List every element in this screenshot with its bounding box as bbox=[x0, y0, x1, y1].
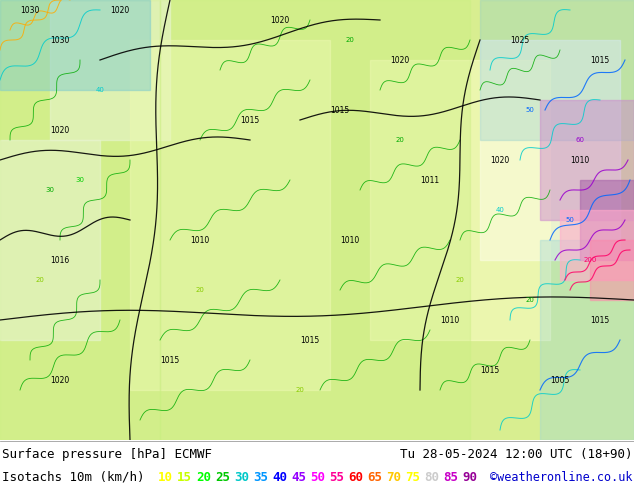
Text: 40: 40 bbox=[496, 207, 505, 213]
Text: 1011: 1011 bbox=[420, 175, 439, 185]
Text: 1010: 1010 bbox=[340, 236, 359, 245]
Text: 20: 20 bbox=[295, 387, 304, 393]
Bar bbox=[480, 40, 620, 260]
Bar bbox=[0, 0, 160, 440]
Bar bbox=[540, 240, 634, 440]
Text: 70: 70 bbox=[386, 470, 401, 484]
Text: 1015: 1015 bbox=[590, 316, 610, 324]
Text: 1005: 1005 bbox=[550, 375, 570, 385]
Text: 1015: 1015 bbox=[590, 55, 610, 65]
Text: 40: 40 bbox=[96, 87, 105, 93]
Text: 50: 50 bbox=[566, 217, 574, 223]
Text: 45: 45 bbox=[291, 470, 306, 484]
Bar bbox=[540, 100, 634, 220]
Text: 1015: 1015 bbox=[160, 356, 179, 365]
Text: 1010: 1010 bbox=[441, 316, 460, 324]
Text: 10: 10 bbox=[158, 470, 173, 484]
Bar bbox=[160, 0, 470, 440]
Text: Tu 28-05-2024 12:00 UTC (18+90): Tu 28-05-2024 12:00 UTC (18+90) bbox=[399, 447, 632, 461]
Bar bbox=[590, 240, 634, 300]
Text: 65: 65 bbox=[367, 470, 382, 484]
Text: 20: 20 bbox=[195, 287, 204, 293]
Text: 1015: 1015 bbox=[240, 116, 260, 124]
Text: 20: 20 bbox=[396, 137, 404, 143]
Text: 20: 20 bbox=[456, 277, 465, 283]
Text: 90: 90 bbox=[462, 470, 477, 484]
Text: 1010: 1010 bbox=[190, 236, 210, 245]
Text: 1016: 1016 bbox=[50, 255, 70, 265]
Text: 30: 30 bbox=[46, 187, 55, 193]
Text: 1030: 1030 bbox=[20, 5, 40, 15]
Text: 1025: 1025 bbox=[510, 35, 529, 45]
Text: 1020: 1020 bbox=[391, 55, 410, 65]
Text: 85: 85 bbox=[443, 470, 458, 484]
Bar bbox=[480, 0, 634, 140]
Bar bbox=[0, 140, 100, 340]
Bar bbox=[50, 0, 170, 140]
Text: 1020: 1020 bbox=[50, 125, 70, 134]
Text: 1015: 1015 bbox=[330, 105, 349, 115]
Text: 20: 20 bbox=[36, 277, 44, 283]
Text: 40: 40 bbox=[272, 470, 287, 484]
Text: 1020: 1020 bbox=[50, 375, 70, 385]
Text: 30: 30 bbox=[75, 177, 84, 183]
Text: 200: 200 bbox=[583, 257, 597, 263]
Text: 80: 80 bbox=[424, 470, 439, 484]
Bar bbox=[580, 180, 634, 260]
Text: 60: 60 bbox=[576, 137, 585, 143]
Text: 60: 60 bbox=[348, 470, 363, 484]
Text: 50: 50 bbox=[526, 107, 534, 113]
Text: 20: 20 bbox=[346, 37, 354, 43]
Bar bbox=[0, 0, 150, 90]
Text: 1010: 1010 bbox=[571, 155, 590, 165]
Text: 1020: 1020 bbox=[270, 16, 290, 24]
Text: 1030: 1030 bbox=[50, 35, 70, 45]
Text: 55: 55 bbox=[329, 470, 344, 484]
Text: 15: 15 bbox=[177, 470, 192, 484]
Text: 20: 20 bbox=[526, 297, 534, 303]
Bar bbox=[370, 60, 550, 340]
Bar bbox=[560, 210, 634, 280]
Text: Surface pressure [hPa] ECMWF: Surface pressure [hPa] ECMWF bbox=[2, 447, 212, 461]
Text: 35: 35 bbox=[253, 470, 268, 484]
Text: Isotachs 10m (km/h): Isotachs 10m (km/h) bbox=[2, 470, 145, 484]
Text: 75: 75 bbox=[405, 470, 420, 484]
Text: 20: 20 bbox=[196, 470, 211, 484]
Text: 30: 30 bbox=[234, 470, 249, 484]
Text: 1015: 1015 bbox=[301, 336, 320, 344]
Text: ©weatheronline.co.uk: ©weatheronline.co.uk bbox=[489, 470, 632, 484]
Text: 50: 50 bbox=[310, 470, 325, 484]
Text: 1020: 1020 bbox=[490, 155, 510, 165]
Text: 25: 25 bbox=[215, 470, 230, 484]
Text: 1015: 1015 bbox=[481, 366, 500, 374]
Text: 1020: 1020 bbox=[110, 5, 129, 15]
Bar bbox=[130, 40, 330, 390]
